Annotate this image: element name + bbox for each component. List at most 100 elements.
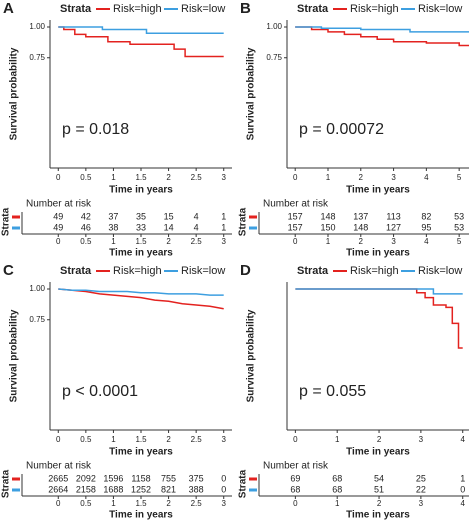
risk-count: 46 [81,222,91,232]
risk-count: 49 [53,211,63,221]
legend-label: Risk=high [350,3,399,15]
panel-label: C [3,262,14,279]
risk-count: 2158 [76,484,96,494]
risk-x-tick-label: 1 [111,499,116,508]
risk-count: 1 [221,222,226,232]
risk-x-tick-label: 1.5 [135,499,147,508]
risk-count: 69 [290,473,300,483]
legend-label: Risk=high [350,265,399,277]
x-tick-label: 1 [111,435,116,444]
risk-count: 38 [108,222,118,232]
legend-label: Risk=high [113,265,162,277]
x-tick-label: 1 [335,435,340,444]
risk-count: 0 [221,473,226,483]
p-value: p = 0.00072 [299,121,384,138]
risk-count: 2664 [48,484,68,494]
risk-table-title: Number at risk [263,461,329,472]
risk-count: 37 [108,211,118,221]
legend-label: Risk=low [181,265,225,277]
x-tick-label: 2 [166,435,171,444]
risk-x-tick-label: 0.5 [80,499,92,508]
risk-x-tick-label: 1.5 [135,237,147,246]
risk-count: 4 [194,211,199,221]
y-axis-label: Survival probability [246,47,257,140]
risk-count: 68 [290,484,300,494]
risk-count: 51 [374,484,384,494]
x-tick-label: 0.5 [80,173,92,182]
risk-table-title: Number at risk [26,199,92,210]
risk-count: 0 [221,484,226,494]
x-tick-label: 0 [293,435,298,444]
survival-curve [58,26,224,58]
risk-count: 388 [189,484,204,494]
legend-label: Risk=low [418,3,462,15]
risk-table-xlabel: Time in years [346,510,410,521]
risk-count: 25 [416,473,426,483]
x-tick-label: 3 [222,435,227,444]
risk-count: 42 [81,211,91,221]
x-tick-label: 0.5 [80,435,92,444]
legend-label: Risk=low [418,265,462,277]
risk-count: 113 [386,211,400,221]
p-value: p < 0.0001 [62,383,138,400]
risk-count: 15 [164,211,174,221]
risk-table-xlabel: Time in years [109,510,173,521]
risk-count: 1158 [131,473,150,483]
risk-count: 2665 [48,473,68,483]
risk-count: 82 [421,211,431,221]
survival-curve [295,26,469,33]
risk-count: 375 [189,473,204,483]
x-tick-label: 4 [460,435,465,444]
x-axis-label: Time in years [346,185,410,196]
risk-x-tick-label: 3 [222,237,227,246]
risk-x-tick-label: 0 [293,499,298,508]
y-tick-label: 1.00 [29,284,45,293]
x-axis-label: Time in years [346,447,410,458]
risk-x-tick-label: 1 [335,499,340,508]
panel-label: A [3,0,14,17]
risk-count: 127 [386,222,401,232]
survival-curve [58,288,224,296]
risk-x-tick-label: 5 [457,237,462,246]
x-tick-label: 1.5 [135,173,147,182]
y-tick-label: 0.75 [266,53,282,62]
risk-table-ylabel: Strata [238,207,249,236]
risk-x-tick-label: 2 [377,499,382,508]
risk-count: 1596 [103,473,123,483]
risk-table-ylabel: Strata [1,469,12,498]
risk-count: 821 [161,484,176,494]
risk-table-title: Number at risk [263,199,329,210]
risk-count: 22 [416,484,426,494]
risk-x-tick-label: 3 [391,237,396,246]
x-tick-label: 3 [222,173,227,182]
risk-x-tick-label: 4 [424,237,429,246]
x-tick-label: 1 [326,173,331,182]
risk-x-tick-label: 2 [166,237,171,246]
p-value: p = 0.055 [299,383,366,400]
y-axis-label: Survival probability [246,309,257,402]
panel-label: D [240,262,251,279]
risk-x-tick-label: 0 [56,499,61,508]
x-tick-label: 2.5 [191,435,203,444]
risk-table-ylabel: Strata [1,207,12,236]
x-tick-label: 2 [166,173,171,182]
y-axis-label: Survival probability [9,47,20,140]
x-tick-label: 0 [293,173,298,182]
p-value: p = 0.018 [62,121,129,138]
y-tick-label: 0.75 [29,53,45,62]
risk-x-tick-label: 0.5 [80,237,92,246]
x-tick-label: 3 [391,173,396,182]
risk-count: 49 [53,222,63,232]
x-tick-label: 5 [457,173,462,182]
legend-title: Strata [297,3,329,15]
survival-curve [295,288,463,295]
risk-x-tick-label: 2.5 [191,237,203,246]
x-tick-label: 0 [56,435,61,444]
risk-count: 54 [374,473,384,483]
risk-x-tick-label: 1 [111,237,116,246]
risk-x-tick-label: 1 [326,237,331,246]
risk-table-xlabel: Time in years [346,248,410,259]
risk-count: 1252 [131,484,151,494]
y-tick-label: 1.00 [29,22,45,31]
